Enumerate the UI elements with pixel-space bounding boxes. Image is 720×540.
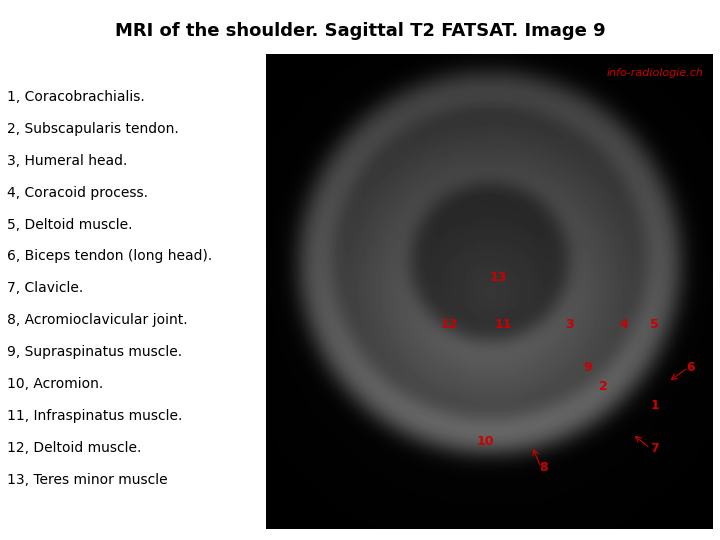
Text: 1, Coracobrachialis.: 1, Coracobrachialis. (7, 90, 145, 104)
Text: 4: 4 (619, 319, 628, 332)
Text: 9: 9 (583, 361, 592, 374)
Text: 12, Deltoid muscle.: 12, Deltoid muscle. (7, 441, 142, 455)
Text: 3, Humeral head.: 3, Humeral head. (7, 154, 127, 168)
Text: 4, Coracoid process.: 4, Coracoid process. (7, 186, 148, 200)
Text: 13, Teres minor muscle: 13, Teres minor muscle (7, 472, 168, 487)
Text: 8, Acromioclavicular joint.: 8, Acromioclavicular joint. (7, 313, 188, 327)
Text: 10, Acromion.: 10, Acromion. (7, 377, 104, 391)
Text: MRI of the shoulder. Sagittal T2 FATSAT. Image 9: MRI of the shoulder. Sagittal T2 FATSAT.… (114, 22, 606, 39)
Text: 3: 3 (566, 319, 575, 332)
Text: 9, Supraspinatus muscle.: 9, Supraspinatus muscle. (7, 345, 182, 359)
Text: 7: 7 (650, 442, 659, 455)
Text: 11: 11 (494, 319, 512, 332)
Text: 13: 13 (490, 271, 507, 284)
Text: 2: 2 (599, 380, 608, 393)
Text: 1: 1 (650, 399, 659, 412)
Text: 11, Infraspinatus muscle.: 11, Infraspinatus muscle. (7, 409, 183, 423)
Text: 6, Biceps tendon (long head).: 6, Biceps tendon (long head). (7, 249, 212, 264)
Text: 5, Deltoid muscle.: 5, Deltoid muscle. (7, 218, 132, 232)
Text: 2, Subscapularis tendon.: 2, Subscapularis tendon. (7, 122, 179, 136)
Text: info-radiologie.ch: info-radiologie.ch (607, 68, 704, 78)
Text: 7, Clavicle.: 7, Clavicle. (7, 281, 84, 295)
Text: 10: 10 (477, 435, 494, 448)
Text: 6: 6 (686, 361, 695, 374)
Text: 8: 8 (539, 461, 547, 474)
Text: 5: 5 (650, 319, 659, 332)
Text: 12: 12 (441, 319, 458, 332)
